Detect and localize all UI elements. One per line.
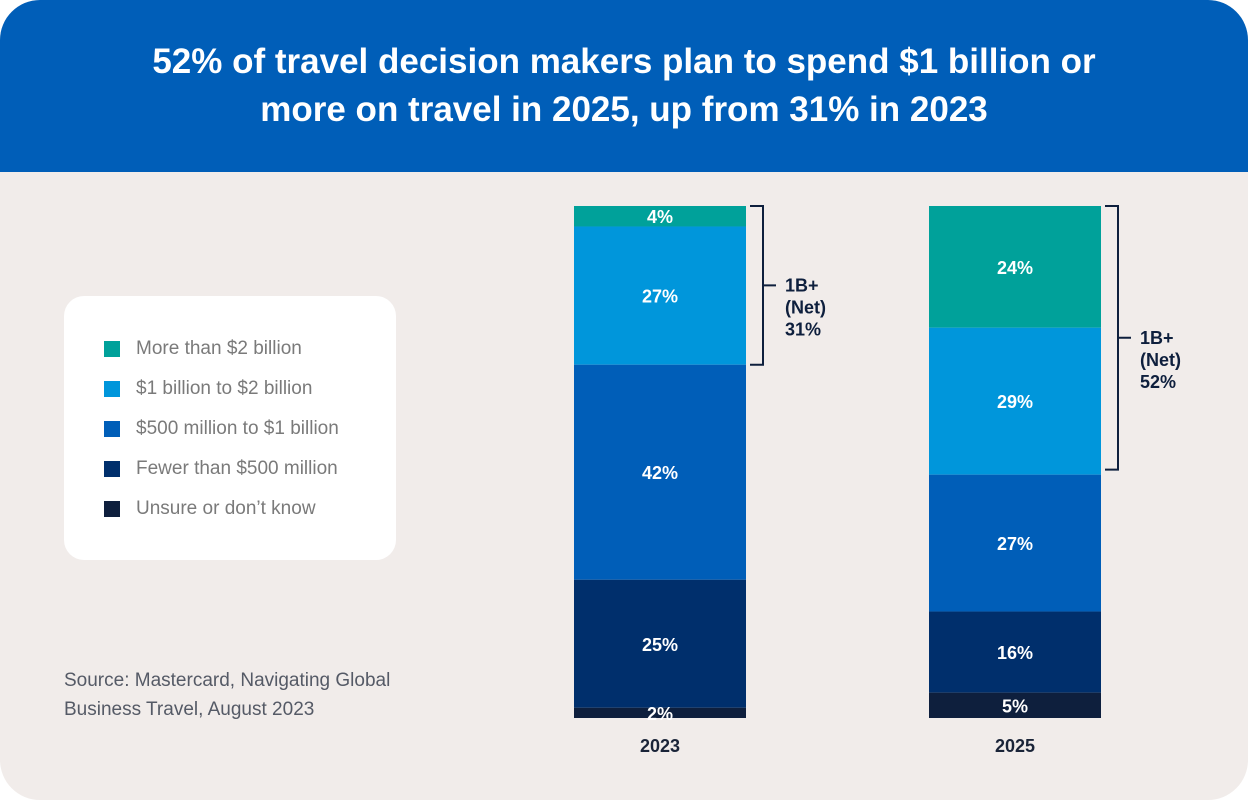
data-label: 16% <box>997 643 1033 663</box>
bar-segment <box>929 692 1101 718</box>
annotation-label: 31% <box>785 319 821 339</box>
data-label: 2% <box>647 704 673 724</box>
legend-item: $1 billion to $2 billion <box>104 377 312 401</box>
bar-segment <box>574 707 746 718</box>
bar-segment <box>574 206 746 227</box>
legend: More than $2 billion $1 billion to $2 bil… <box>64 296 396 560</box>
legend-item: Unsure or don’t know <box>104 497 316 521</box>
bar-segment <box>574 226 746 365</box>
bracket <box>1105 205 1131 471</box>
annotation-label: 1B+ <box>785 275 819 295</box>
legend-swatch <box>104 341 120 357</box>
legend-label: $500 million to $1 billion <box>136 418 339 439</box>
source-note: Source: Mastercard, Navigating Global Bu… <box>64 670 391 720</box>
data-label: 42% <box>642 463 678 483</box>
legend-swatch <box>104 501 120 517</box>
bracket <box>750 205 776 366</box>
data-label: 4% <box>647 207 673 227</box>
data-label: 5% <box>1002 696 1028 716</box>
legend-label: Unsure or don’t know <box>136 498 316 519</box>
legend-label: Fewer than $500 million <box>136 458 338 479</box>
x-tick-label: 2023 <box>640 736 680 756</box>
legend-item: $500 million to $1 billion <box>104 417 339 441</box>
legend-label: More than $2 billion <box>136 338 302 359</box>
bar-segment <box>929 327 1101 475</box>
data-label: 27% <box>642 287 678 307</box>
annotation-label: 1B+ <box>1140 328 1174 348</box>
bar-segment <box>574 579 746 708</box>
data-label: 24% <box>997 258 1033 278</box>
legend-swatch <box>104 461 120 477</box>
data-label: 27% <box>997 534 1033 554</box>
legend-item: More than $2 billion <box>104 337 302 361</box>
legend-label: $1 billion to $2 billion <box>136 378 313 399</box>
bar-segment <box>929 474 1101 612</box>
data-label: 25% <box>642 635 678 655</box>
chart-title: 52% of travel decision makers plan to sp… <box>152 42 1096 129</box>
header-banner: 52% of travel decision makers plan to sp… <box>0 0 1248 172</box>
legend-swatch <box>104 421 120 437</box>
legend-swatch <box>104 381 120 397</box>
bar-segment <box>929 611 1101 693</box>
x-tick-label: 2025 <box>995 736 1035 756</box>
annotation-label: 52% <box>1140 372 1176 392</box>
bar-segment <box>574 364 746 580</box>
annotation-label: (Net) <box>785 297 826 317</box>
data-label: 29% <box>997 392 1033 412</box>
annotation-label: (Net) <box>1140 350 1181 370</box>
legend-item: Fewer than $500 million <box>104 457 338 481</box>
bar-segment <box>929 206 1101 328</box>
